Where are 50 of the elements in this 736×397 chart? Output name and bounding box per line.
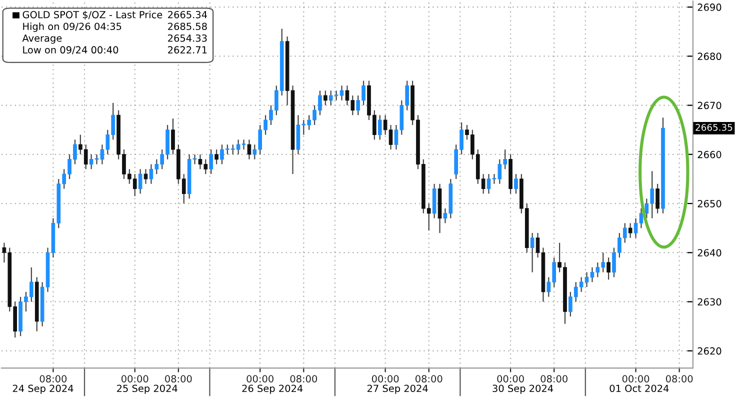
- x-tick-label: 00:00: [372, 375, 399, 382]
- annotation: Low on 09/24 00:40: [23, 46, 118, 54]
- x-tick-label: 08:00: [165, 375, 192, 382]
- y-tick-label: 2670: [698, 102, 722, 110]
- candlestick: [209, 148, 214, 175]
- candlestick: [378, 114, 382, 140]
- candlestick: [247, 139, 252, 160]
- y-tick-label: 2640: [698, 249, 722, 256]
- annotation: GOLD SPOT $/OZ - Last Price: [22, 10, 162, 20]
- candlestick: [639, 208, 644, 229]
- x-tick-label: 00:00: [122, 375, 148, 382]
- text: 01 Oct 2024: [610, 384, 669, 392]
- x-tick-label: 08:00: [666, 375, 693, 382]
- candlestick: [656, 183, 660, 214]
- candlestick: [606, 256, 610, 280]
- annotation: 2685.58: [168, 22, 207, 30]
- y-tick-label: 2690: [698, 4, 722, 11]
- y-tick-label: 2630: [698, 298, 722, 306]
- text: 30 Sep 2024: [492, 384, 554, 394]
- y-tick-label: 2660: [698, 150, 722, 158]
- x-tick-label: 00:00: [497, 375, 524, 382]
- y-tick-label: 2680: [698, 52, 722, 60]
- annotation: Average: [22, 34, 62, 44]
- y-tick-label: 2650: [698, 200, 722, 208]
- annotation: 2665.34: [168, 10, 207, 18]
- candlestick: [324, 90, 328, 106]
- candlestick: [536, 232, 540, 258]
- candlestick: [628, 222, 632, 238]
- annotation: High on 09/26 04:35: [23, 22, 122, 32]
- text: 27 Sep 2024: [367, 384, 428, 394]
- x-tick-label: 08:00: [540, 375, 568, 382]
- x-tick-label: 08:00: [416, 375, 442, 382]
- text: 26 Sep 2024: [242, 384, 303, 394]
- text: 2665.35: [696, 124, 732, 131]
- candlestick: [486, 173, 491, 194]
- text: 25 Sep 2024: [117, 384, 178, 394]
- annotation: 2654.33: [168, 34, 207, 42]
- candlestick: [634, 218, 638, 238]
- candlestick: [144, 168, 148, 184]
- x-tick-label: 00:00: [622, 375, 650, 382]
- x-tick-label: 08:00: [290, 375, 318, 382]
- candlestick: [138, 168, 142, 194]
- candlestick: [214, 148, 218, 165]
- annotation: 2622.71: [168, 46, 207, 54]
- text: 24 Sep 2024: [12, 384, 74, 394]
- candlestick: [530, 232, 534, 273]
- y-tick-label: 2620: [698, 347, 722, 355]
- x-tick-label: 00:00: [246, 375, 274, 382]
- candlestick: [514, 173, 518, 194]
- x-tick-label: 08:00: [40, 375, 67, 382]
